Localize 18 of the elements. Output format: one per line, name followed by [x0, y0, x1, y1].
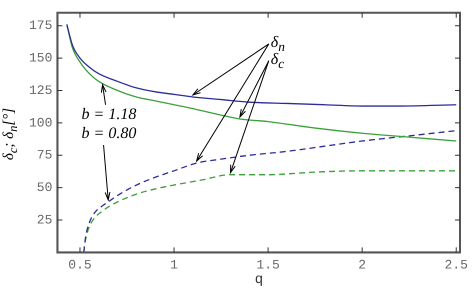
x-tick-label: 1	[170, 258, 178, 273]
y-tick-label: 25	[36, 212, 52, 228]
x-tick-label: 0.5	[68, 258, 92, 273]
y-tick-label: 125	[29, 82, 52, 98]
line-series	[66, 24, 457, 107]
x-tick-label: 2	[358, 258, 366, 273]
annotation: δ$_{c}$	[270, 50, 284, 72]
line-series	[83, 170, 457, 252]
x-tick-label: 1.5	[256, 258, 280, 273]
x-axis-title: q	[254, 272, 264, 288]
y-tick-label: 75	[36, 148, 52, 163]
x-tick-label: 2.5	[444, 258, 468, 273]
annotation: b = 0.80	[82, 124, 136, 143]
y-tick-label: 100	[29, 115, 52, 130]
y-tick-label: 150	[29, 50, 52, 66]
y-tick-label: 175	[29, 18, 52, 34]
y-tick-label: 50	[36, 180, 52, 196]
annotation: b = 1.18	[82, 106, 136, 124]
